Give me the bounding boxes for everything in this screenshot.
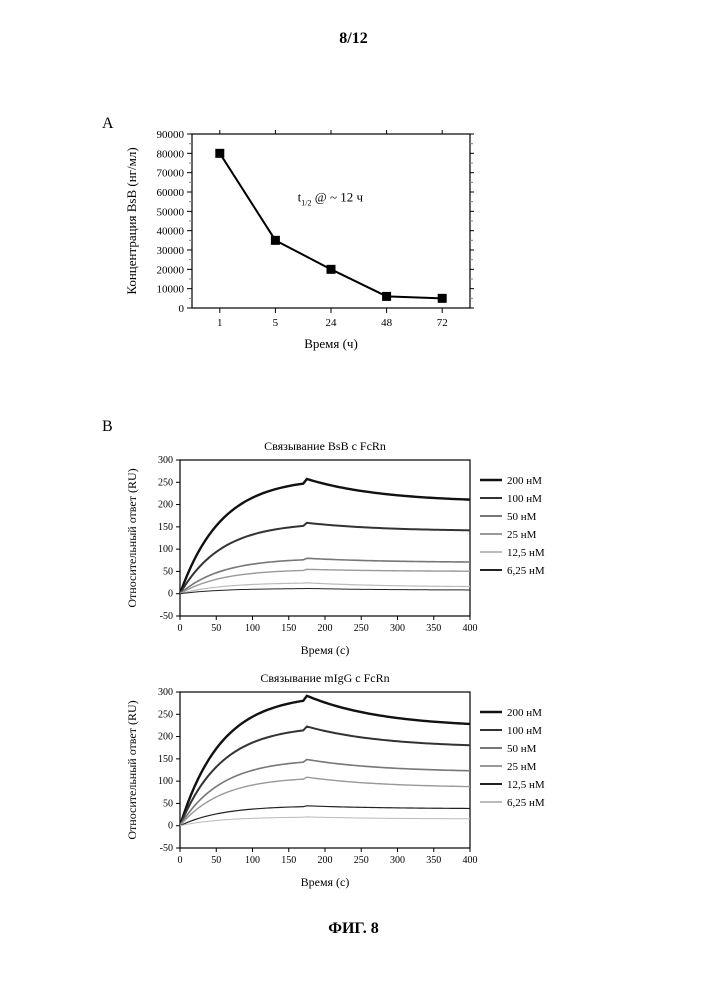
svg-text:12,5 нМ: 12,5 нМ xyxy=(507,779,545,791)
svg-text:40000: 40000 xyxy=(157,226,185,238)
svg-text:Время (с): Время (с) xyxy=(301,643,350,657)
svg-text:50: 50 xyxy=(163,566,173,577)
svg-text:0: 0 xyxy=(168,821,173,832)
svg-text:100 нМ: 100 нМ xyxy=(507,725,542,737)
svg-text:0: 0 xyxy=(168,589,173,600)
svg-text:Относительный ответ (RU): Относительный ответ (RU) xyxy=(125,468,139,607)
svg-text:200 нМ: 200 нМ xyxy=(507,707,542,719)
svg-text:25 нМ: 25 нМ xyxy=(507,529,537,541)
svg-text:90000: 90000 xyxy=(157,129,185,141)
svg-text:6,25 нМ: 6,25 нМ xyxy=(507,565,545,577)
svg-text:250: 250 xyxy=(354,623,369,634)
svg-text:250: 250 xyxy=(354,855,369,866)
svg-text:50 нМ: 50 нМ xyxy=(507,743,537,755)
svg-text:24: 24 xyxy=(326,317,338,329)
svg-text:250: 250 xyxy=(158,709,173,720)
svg-text:48: 48 xyxy=(381,317,393,329)
svg-text:300: 300 xyxy=(390,855,405,866)
svg-text:100: 100 xyxy=(245,855,260,866)
svg-text:50: 50 xyxy=(211,623,221,634)
svg-text:400: 400 xyxy=(463,855,478,866)
svg-text:0: 0 xyxy=(179,303,185,315)
svg-text:150: 150 xyxy=(158,522,173,533)
svg-text:200: 200 xyxy=(318,855,333,866)
page-number: 8/12 xyxy=(0,30,707,48)
svg-text:50000: 50000 xyxy=(157,206,185,218)
panel-b-chart-1: Связывание BsB с FcRn -50 0 50 100 150 200 250 3… xyxy=(120,438,560,658)
panel-b-label: В xyxy=(102,418,113,436)
half-life-annotation: t1/2 @ ~ 12 ч xyxy=(298,190,364,208)
svg-text:-50: -50 xyxy=(160,843,173,854)
svg-text:72: 72 xyxy=(437,317,448,329)
svg-text:5: 5 xyxy=(273,317,279,329)
svg-text:200: 200 xyxy=(158,500,173,511)
svg-text:150: 150 xyxy=(158,754,173,765)
svg-text:6,25 нМ: 6,25 нМ xyxy=(507,797,545,809)
svg-text:200 нМ: 200 нМ xyxy=(507,475,542,487)
svg-text:1: 1 xyxy=(217,317,223,329)
panel-a-chart: 0 10000 20000 30000 40000 50000 60000 70000 8000… xyxy=(120,124,480,354)
svg-text:Связывание mIgG с FcRn: Связывание mIgG с FcRn xyxy=(260,671,389,685)
svg-text:Концентрация BsB (нг/мл): Концентрация BsB (нг/мл) xyxy=(124,147,139,294)
svg-text:50: 50 xyxy=(163,798,173,809)
figure-caption: ФИГ. 8 xyxy=(0,920,707,938)
svg-text:150: 150 xyxy=(281,855,296,866)
svg-text:12,5 нМ: 12,5 нМ xyxy=(507,547,545,559)
svg-text:70000: 70000 xyxy=(157,168,185,180)
svg-text:-50: -50 xyxy=(160,611,173,622)
svg-text:350: 350 xyxy=(426,623,441,634)
svg-text:200: 200 xyxy=(318,623,333,634)
svg-text:250: 250 xyxy=(158,477,173,488)
svg-text:100: 100 xyxy=(158,776,173,787)
svg-text:50 нМ: 50 нМ xyxy=(507,511,537,523)
svg-text:100: 100 xyxy=(245,623,260,634)
svg-text:10000: 10000 xyxy=(157,284,185,296)
svg-text:30000: 30000 xyxy=(157,245,185,257)
svg-text:Время (с): Время (с) xyxy=(301,875,350,889)
svg-text:200: 200 xyxy=(158,732,173,743)
svg-text:50: 50 xyxy=(211,855,221,866)
svg-text:300: 300 xyxy=(158,687,173,698)
svg-text:Относительный ответ (RU): Относительный ответ (RU) xyxy=(125,700,139,839)
svg-text:20000: 20000 xyxy=(157,264,185,276)
svg-text:100: 100 xyxy=(158,544,173,555)
svg-text:25 нМ: 25 нМ xyxy=(507,761,537,773)
panel-b-chart-2: Связывание mIgG с FcRn -50 0 50 100 150 200 250… xyxy=(120,670,560,890)
svg-text:0: 0 xyxy=(178,855,183,866)
panel-a-label: А xyxy=(102,115,114,133)
svg-text:300: 300 xyxy=(390,623,405,634)
svg-text:150: 150 xyxy=(281,623,296,634)
svg-text:Время (ч): Время (ч) xyxy=(304,336,358,351)
svg-text:300: 300 xyxy=(158,455,173,466)
svg-text:0: 0 xyxy=(178,623,183,634)
svg-text:60000: 60000 xyxy=(157,187,185,199)
svg-text:350: 350 xyxy=(426,855,441,866)
svg-text:400: 400 xyxy=(463,623,478,634)
svg-text:100 нМ: 100 нМ xyxy=(507,493,542,505)
svg-text:Связывание BsB с FcRn: Связывание BsB с FcRn xyxy=(264,439,386,453)
svg-text:80000: 80000 xyxy=(157,148,185,160)
